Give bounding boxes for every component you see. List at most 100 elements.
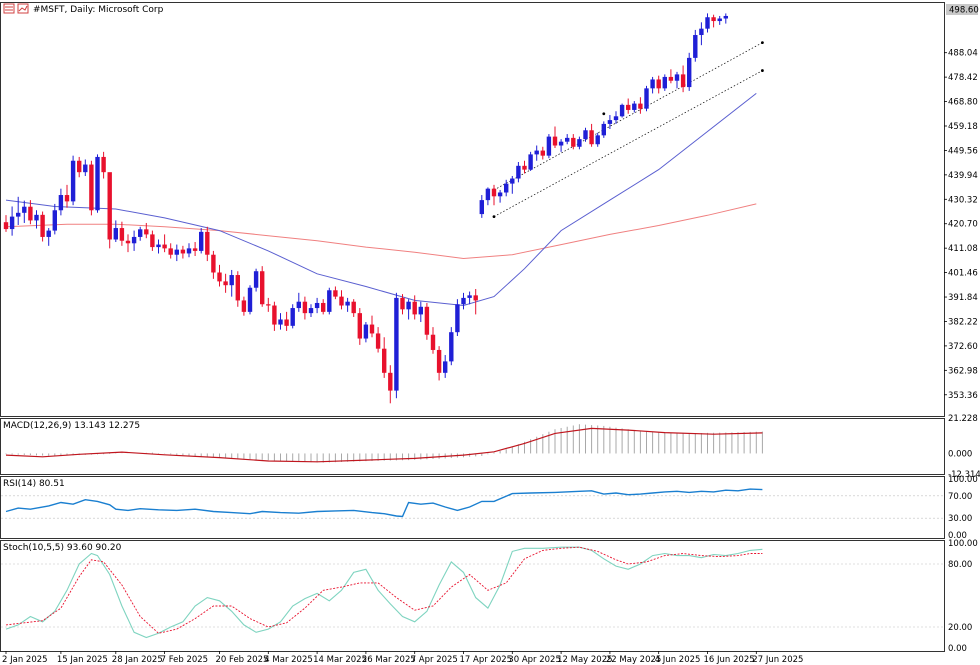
candle [3,215,9,232]
candle-body [565,137,570,142]
candle-body [583,130,588,140]
time-tick-label: 7 Feb 2025 [161,655,209,665]
candle [308,304,314,317]
candle [40,211,45,242]
candle-body [235,275,240,301]
candle-body [284,319,289,326]
candle [619,103,625,118]
candle [626,98,631,114]
candle-body [601,123,606,136]
candle [394,292,399,399]
candle [644,85,649,112]
stoch-tick-label: 80.00 [948,560,972,570]
candle-body [314,302,320,309]
candle-body [223,281,228,286]
rsi-panel[interactable] [1,488,944,519]
candle [162,234,167,253]
candle-body [595,135,600,145]
indicators-icon[interactable] [17,3,29,14]
candle [504,179,509,197]
candle [284,311,289,331]
candle-body [363,324,369,339]
candle [632,101,637,113]
candle [83,159,88,176]
candle [638,97,643,114]
rsi-title: RSI(14) 80.51 [3,479,65,489]
candle-body [77,160,82,173]
candle [491,184,497,206]
stoch-panel[interactable] [1,546,944,639]
candle-body [717,18,722,22]
candle [412,295,417,320]
candle [180,245,186,259]
candle [9,206,15,236]
candle [327,287,332,315]
candle [589,123,594,147]
candle-body [558,141,564,146]
candle-body [491,188,497,197]
candle [540,146,545,160]
candle [571,134,576,150]
candle-body [290,308,295,326]
candle-body [229,275,234,286]
candle [70,155,76,206]
candle [125,234,131,253]
price-tick-label: 439.94 [948,171,978,181]
candle [131,230,137,251]
time-tick-label: 20 Feb 2025 [216,655,269,665]
candle-body [504,183,509,193]
candle [449,327,454,366]
stoch-tick-label: 20.00 [948,623,972,633]
candle [424,302,430,340]
candle-body [497,192,503,197]
candle [583,127,588,142]
panel-frame-rsi [0,476,945,539]
candle-body [479,200,484,215]
candle [174,244,179,262]
candle-body [272,305,277,325]
time-tick-label: 22 May 2025 [606,655,661,665]
candle-body [552,136,558,146]
macd-panel[interactable] [5,424,763,463]
candle-body [333,290,338,297]
candle [16,196,21,226]
candle [662,74,667,91]
candle [467,291,472,305]
candle-body [345,301,350,306]
price-chart-title: #MSFT, Daily: Microsoft Corp [33,5,164,15]
candle-body [113,228,118,240]
candle-body [89,164,94,211]
candle [314,297,320,314]
candle [205,226,210,262]
candle [363,322,369,343]
candle-body [357,313,362,339]
candle-body [687,57,692,88]
candle [443,355,448,378]
candle-body [180,249,186,254]
candle-body [589,130,594,145]
candle-body [46,230,51,237]
price-tick-label: 401.46 [948,269,978,279]
candle [101,151,106,179]
candle [522,160,527,174]
ma-fast-line [5,93,757,307]
symbol-icon[interactable] [3,3,15,14]
candle [253,268,259,292]
candle [723,13,728,24]
candle-body [339,296,344,306]
candle [711,14,716,28]
price-tick-label: 391.84 [948,293,978,303]
candle-body [131,236,137,244]
time-tick-label: 30 Apr 2025 [508,655,561,665]
candle [436,346,442,381]
candle [247,285,253,315]
candle [28,200,33,225]
candle [22,200,27,223]
candle [199,228,204,254]
price-panel[interactable] [3,13,764,404]
trend-channel[interactable] [492,41,764,219]
price-tick-label: 362.98 [948,366,978,376]
time-tick-label: 7 Apr 2025 [411,655,458,665]
candle [388,365,393,404]
